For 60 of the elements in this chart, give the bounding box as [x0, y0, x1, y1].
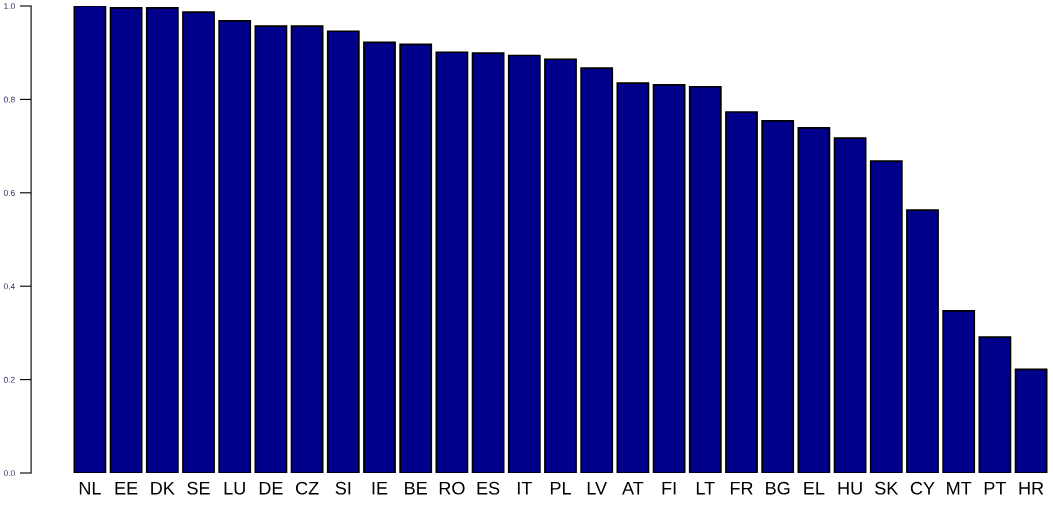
- bar: [761, 120, 795, 473]
- bar: [797, 127, 831, 473]
- x-tick-label: BE: [405, 482, 427, 495]
- bar: [869, 160, 903, 473]
- x-tick-label: DK: [151, 482, 175, 495]
- x-tick-label: LT: [696, 482, 715, 495]
- x-tick-label: PT: [984, 482, 1007, 495]
- y-tick-label: 1.0: [4, 3, 15, 10]
- bar: [1014, 368, 1048, 473]
- x-tick-label: PL: [550, 482, 571, 495]
- bar: [435, 51, 469, 473]
- y-tick-label: 0.4: [3, 283, 15, 290]
- bar: [254, 25, 288, 473]
- x-tick-label: HR: [1019, 482, 1044, 495]
- x-tick-label: CZ: [295, 481, 319, 495]
- x-tick-label: FI: [662, 482, 676, 495]
- x-tick-label: DE: [259, 482, 283, 495]
- bar: [652, 84, 686, 473]
- bar: [363, 41, 396, 473]
- bar: [580, 67, 614, 473]
- x-tick-label: ES: [477, 481, 500, 495]
- bar: [326, 30, 360, 473]
- bar: [906, 209, 939, 473]
- x-tick-label: CY: [910, 481, 935, 495]
- x-tick-label: EE: [115, 482, 138, 495]
- x-tick-label: HU: [838, 482, 862, 495]
- bar: [833, 137, 867, 473]
- x-tick-label: RO: [439, 481, 465, 495]
- x-tick-label: EL: [804, 482, 825, 495]
- y-tick-label: 0.6: [3, 190, 15, 196]
- x-tick-label: IT: [517, 482, 532, 495]
- x-tick-label: LV: [587, 482, 607, 495]
- x-tick-label: NL: [79, 482, 101, 495]
- bar: [688, 85, 722, 473]
- x-tick-label: SK: [875, 481, 899, 495]
- bar: [978, 336, 1012, 473]
- x-tick-label: AT: [622, 482, 644, 495]
- bar: [616, 82, 650, 473]
- x-tick-label: SI: [335, 481, 351, 495]
- bar: [73, 6, 107, 473]
- bar: [471, 52, 505, 473]
- x-tick-label: MT: [947, 482, 972, 495]
- bar: [942, 310, 976, 473]
- x-tick-label: BG: [766, 481, 790, 495]
- y-tick-label: 0.2: [3, 376, 15, 383]
- x-tick-label: FR: [730, 482, 753, 495]
- bar: [218, 20, 252, 473]
- x-tick-label: SE: [187, 481, 210, 495]
- bar: [725, 111, 758, 473]
- bar: [544, 58, 577, 473]
- bar: [399, 43, 433, 473]
- x-tick-label: LU: [224, 482, 245, 495]
- bar: [290, 25, 324, 473]
- bar: [507, 54, 541, 473]
- bar: [109, 7, 143, 473]
- y-tick-label: 0.0: [3, 470, 15, 477]
- bar: [145, 7, 179, 473]
- y-tick-label: 0.8: [3, 96, 15, 103]
- x-tick-label: IE: [372, 482, 388, 495]
- bar: [182, 11, 215, 473]
